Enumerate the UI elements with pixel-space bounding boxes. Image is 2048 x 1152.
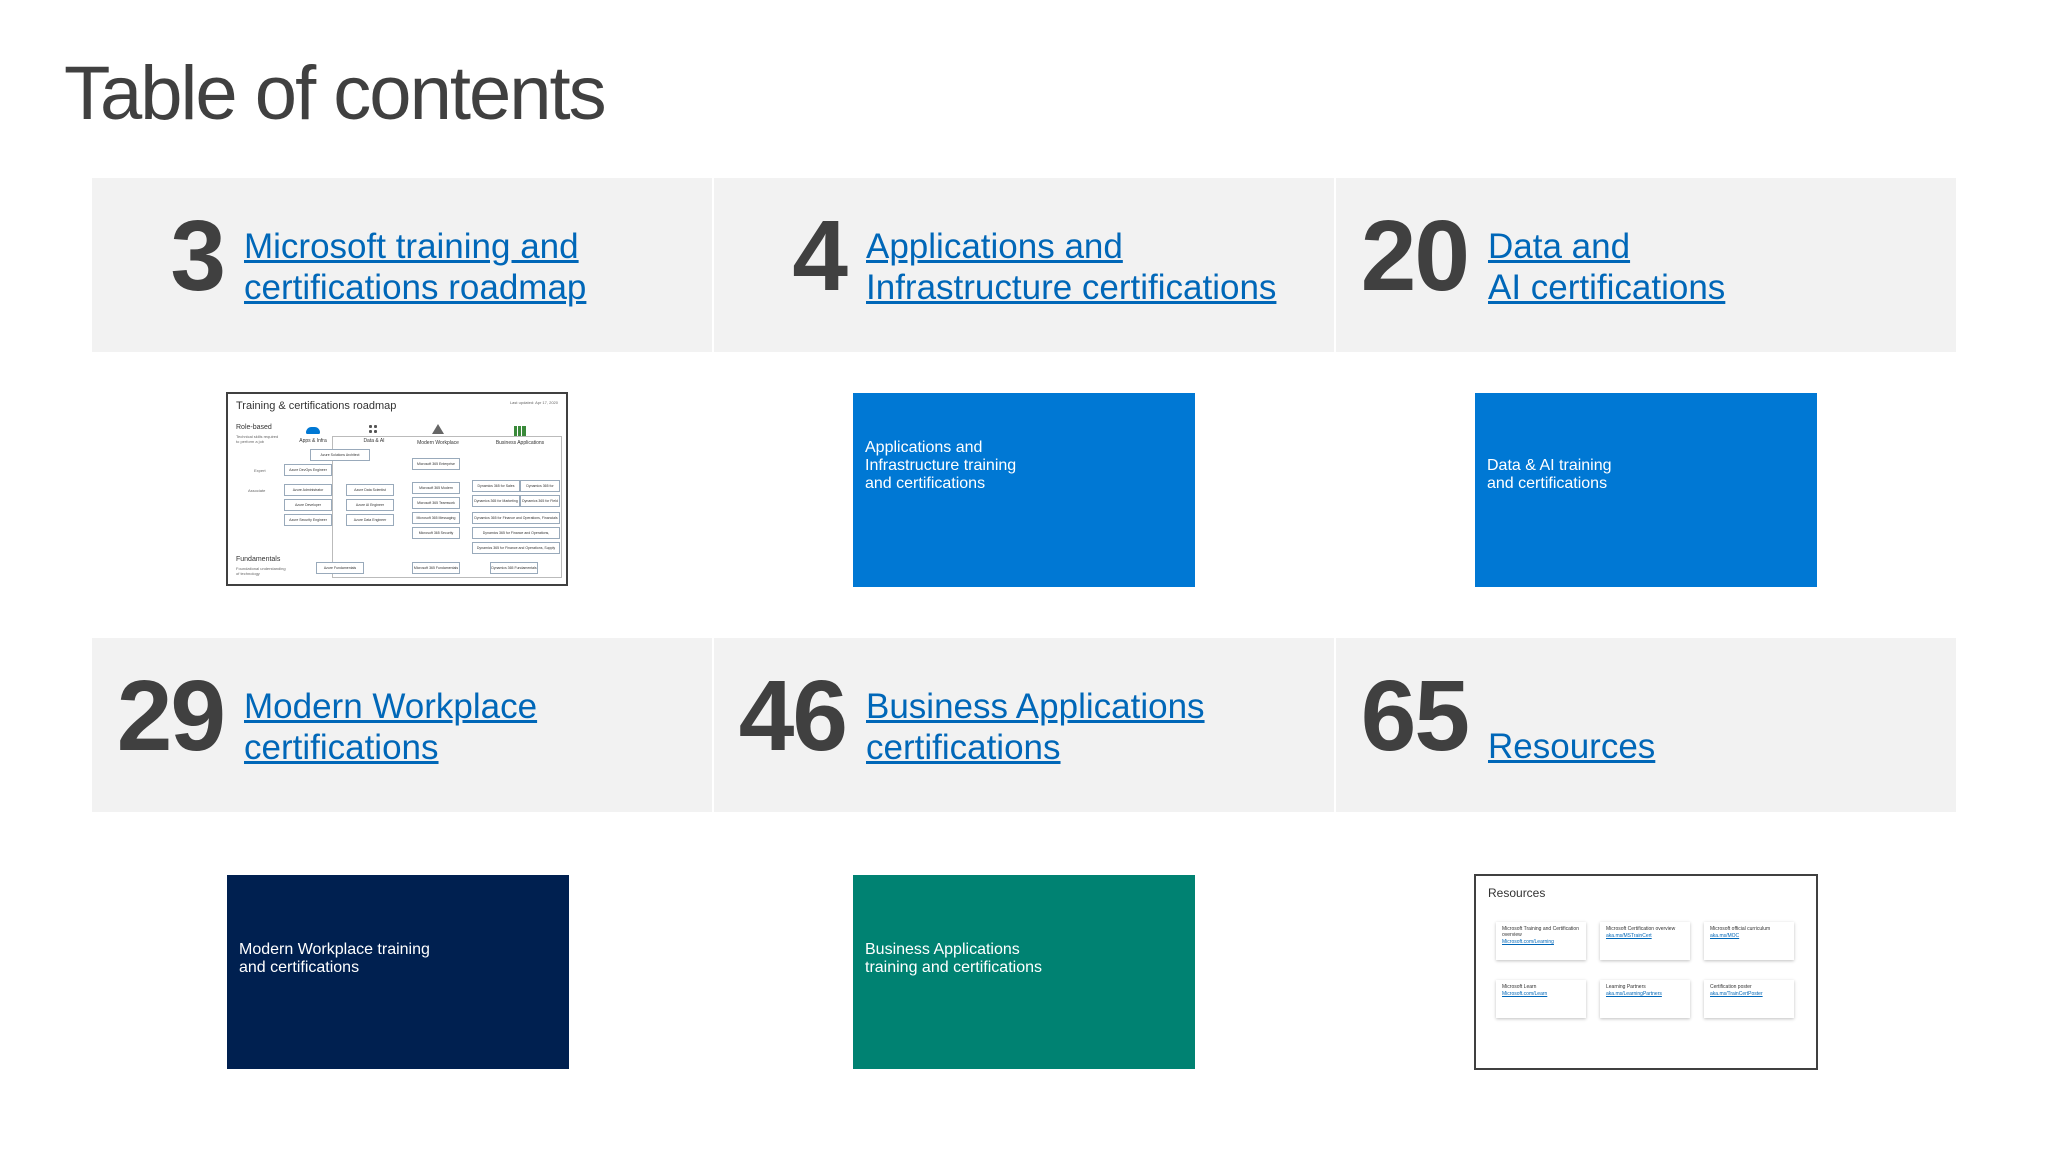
link-modern-workplace-certifications[interactable]: Modern Workplace certifications xyxy=(244,687,538,767)
roadmap-box: Azure Data Engineer xyxy=(346,514,394,526)
roadmap-box: Microsoft 365 Enterprise Administrator xyxy=(412,458,460,470)
thumbnail-date: Last updated: Apr 17, 2020 xyxy=(509,400,558,405)
role-based-desc: Technical skills required to perform a j… xyxy=(236,434,279,444)
associate-label: Associate xyxy=(248,488,266,493)
thumbnail-title: Modern Workplace training and certificat… xyxy=(239,941,430,976)
toc-cell-resources: 65 Resources xyxy=(1336,638,1956,812)
section-number: 65 xyxy=(1360,660,1470,772)
roadmap-box: Azure DevOps Engineer xyxy=(284,464,332,476)
chart-icon xyxy=(514,426,526,436)
toc-cell-apps-infra: 4 Applications and Infrastructure certifi… xyxy=(714,178,1336,352)
section-number: 46 xyxy=(738,660,848,772)
thumbnail-title: Resources xyxy=(1488,886,1546,900)
toc-cell-business-apps: 46 Business Applications certifications xyxy=(714,638,1336,812)
roadmap-box: Dynamics 365 for Marketing Functional Co… xyxy=(472,495,520,507)
link-training-roadmap[interactable]: Microsoft training and certifications roa… xyxy=(244,227,587,307)
toc-row-top: 3 Microsoft training and certifications r… xyxy=(92,178,1956,352)
resource-card: Microsoft Training and Certification ove… xyxy=(1496,922,1586,960)
thumbnail-title: Business Applications training and certi… xyxy=(865,941,1042,976)
link-data-ai-certifications[interactable]: Data and AI certifications xyxy=(1488,227,1726,307)
toc-cell-data-ai: 20 Data and AI certifications xyxy=(1336,178,1956,352)
page-title: Table of contents xyxy=(64,51,607,136)
roadmap-box: Dynamics 365 for Finance and Operations,… xyxy=(472,512,560,524)
roadmap-box: Dynamics 365 for Finance and Operations,… xyxy=(472,527,560,539)
cloud-icon xyxy=(306,427,320,434)
column-business-apps: Business Applications xyxy=(495,440,545,446)
resource-card: Microsoft Learn Microsoft.com/Learn xyxy=(1496,980,1586,1018)
roadmap-box: Dynamics 365 for Field Service Functiona… xyxy=(520,495,560,507)
thumbnail-roadmap[interactable]: Training & certifications roadmap Last u… xyxy=(226,392,568,586)
roadmap-box: Microsoft 365 Fundamentals xyxy=(412,562,460,574)
link-business-apps-certifications[interactable]: Business Applications certifications xyxy=(866,687,1205,767)
workplace-icon xyxy=(432,424,444,434)
toc-row-bottom: 29 Modern Workplace certifications 46 Bus… xyxy=(92,638,1956,812)
roadmap-box: Microsoft 365 Teamwork Administrator xyxy=(412,497,460,509)
link-apps-infra-certifications[interactable]: Applications and Infrastructure certifica… xyxy=(866,227,1277,307)
roadmap-box: Azure Administrator xyxy=(284,484,332,496)
roadmap-box: Microsoft 365 Messaging Administrator xyxy=(412,512,460,524)
fundamentals-label: Fundamentals xyxy=(236,556,281,563)
toc-cell-roadmap: 3 Microsoft training and certifications r… xyxy=(92,178,714,352)
section-number: 29 xyxy=(116,660,226,772)
roadmap-box: Azure AI Engineer xyxy=(346,499,394,511)
roadmap-box: Dynamics 365 Fundamentals xyxy=(490,562,538,574)
roadmap-grid-frame xyxy=(332,436,562,578)
toc-cell-modern-workplace: 29 Modern Workplace certifications xyxy=(92,638,714,812)
roadmap-box: Azure Data Scientist xyxy=(346,484,394,496)
resource-card: Learning Partners aka.ms/LearningPartner… xyxy=(1600,980,1690,1018)
fundamentals-desc: Foundational understanding of technology xyxy=(236,566,286,576)
column-apps-infra: Apps & Infra xyxy=(299,438,327,444)
section-number: 20 xyxy=(1360,200,1470,312)
roadmap-box: Dynamics 365 for Sales Functional Consul… xyxy=(472,480,520,492)
roadmap-box: Azure Developer xyxy=(284,499,332,511)
resource-card: Microsoft official curriculum aka.ms/MOC xyxy=(1704,922,1794,960)
section-number: 3 xyxy=(170,200,226,312)
network-icon xyxy=(368,424,378,434)
column-data-ai: Data & AI xyxy=(363,438,385,444)
column-modern-workplace: Modern Workplace xyxy=(417,440,459,446)
roadmap-box: Azure Security Engineer xyxy=(284,514,332,526)
roadmap-box: Azure Fundamentals xyxy=(316,562,364,574)
thumbnail-modern-workplace[interactable]: Modern Workplace training and certificat… xyxy=(227,875,569,1069)
role-based-label: Role-based xyxy=(236,424,272,431)
resource-card: Certification poster aka.ms/TrainCertPos… xyxy=(1704,980,1794,1018)
thumbnail-business-apps[interactable]: Business Applications training and certi… xyxy=(853,875,1195,1069)
roadmap-box: Microsoft 365 Modern Desktop Administrat… xyxy=(412,482,460,494)
section-number: 4 xyxy=(792,200,848,312)
thumbnail-title: Data & AI training and certifications xyxy=(1487,457,1612,492)
thumbnail-resources[interactable]: Resources Microsoft Training and Certifi… xyxy=(1474,874,1818,1070)
thumbnail-data-ai[interactable]: Data & AI training and certifications xyxy=(1475,393,1817,587)
link-resources[interactable]: Resources xyxy=(1488,727,1656,766)
roadmap-box: Microsoft 365 Security Administrator xyxy=(412,527,460,539)
roadmap-box: Azure Solutions Architect xyxy=(310,449,370,461)
resource-card: Microsoft Certification overview aka.ms/… xyxy=(1600,922,1690,960)
thumbnail-apps-infra[interactable]: Applications and Infrastructure training… xyxy=(853,393,1195,587)
expert-label: Expert xyxy=(254,468,266,473)
roadmap-box: Dynamics 365 for Finance and Operations,… xyxy=(472,542,560,554)
roadmap-box: Dynamics 365 for Customer Service Functi… xyxy=(520,480,560,492)
thumbnail-title: Training & certifications roadmap xyxy=(236,400,397,412)
thumbnail-title: Applications and Infrastructure training… xyxy=(865,439,1017,492)
